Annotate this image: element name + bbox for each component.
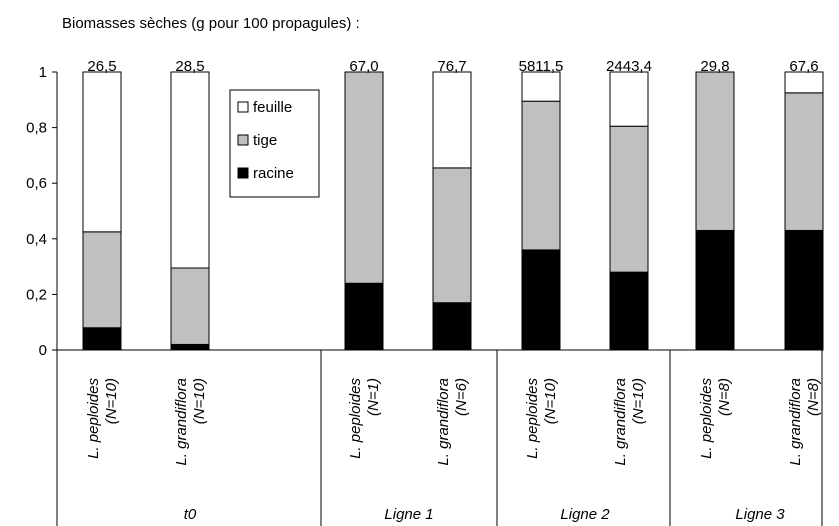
bar-total-label: 29,8 [700, 58, 729, 75]
y-tick-label: 1 [39, 64, 47, 81]
category-species-label: L. peploides [347, 378, 364, 459]
y-tick-label: 0,6 [26, 175, 47, 192]
category-n-label: (N=10) [191, 378, 208, 424]
group-label: Ligne 1 [384, 506, 433, 523]
bar-segment-tige [432, 167, 472, 304]
category-n-label: (N=10) [630, 378, 647, 424]
bar-total-label: 2443,4 [606, 58, 652, 75]
y-tick-label: 0,8 [26, 120, 47, 137]
category-species-label: L. grandiflora [173, 378, 190, 466]
category-species-label: L. grandiflora [612, 378, 629, 466]
bar-segment-tige [344, 71, 384, 284]
bar-segment-feuille [432, 71, 472, 169]
group-label: Ligne 3 [735, 506, 785, 523]
category-label: L. grandiflora (N=10) [173, 378, 208, 466]
bar-segment-feuille [170, 71, 210, 269]
bar-total-label: 67,6 [789, 58, 818, 75]
category-label: L. grandiflora (N=10) [612, 378, 647, 466]
legend-swatch [237, 101, 249, 113]
legend-swatch [237, 167, 249, 179]
y-tick-label: 0,2 [26, 286, 47, 303]
bar-segment-tige [521, 100, 561, 251]
bar-segment-feuille [521, 71, 561, 102]
legend-label: racine [253, 165, 294, 182]
legend-label: tige [253, 132, 277, 149]
bar-total-label: 76,7 [437, 58, 466, 75]
category-label: L. peploides (N=10) [524, 378, 559, 459]
bar-segment-tige [609, 125, 649, 273]
group-label: t0 [184, 506, 197, 523]
bar-segment-tige [170, 267, 210, 345]
bar-segment-feuille [784, 71, 824, 94]
bar-segment-tige [784, 92, 824, 231]
category-n-label: (N=1) [365, 378, 382, 416]
category-n-label: (N=10) [103, 378, 120, 424]
category-species-label: L. peploides [85, 378, 102, 459]
chart-title: Biomasses sèches (g pour 100 propagules)… [62, 15, 360, 32]
category-label: L. peploides (N=8) [698, 378, 733, 459]
bar-segment-racine [344, 282, 384, 351]
category-n-label: (N=8) [716, 378, 733, 416]
bar-segment-racine [784, 229, 824, 351]
bar-segment-racine [521, 249, 561, 351]
category-label: L. peploides (N=1) [347, 378, 382, 459]
y-tick-label: 0 [39, 342, 47, 359]
category-species-label: L. peploides [524, 378, 541, 459]
category-n-label: (N=6) [453, 378, 470, 416]
category-n-label: (N=10) [542, 378, 559, 424]
bar-total-label: 28,5 [175, 58, 204, 75]
bar-segment-racine [432, 302, 472, 351]
bar-segment-racine [82, 327, 122, 351]
category-label: L. peploides (N=10) [85, 378, 120, 459]
legend-label: feuille [253, 99, 292, 116]
category-species-label: L. peploides [698, 378, 715, 459]
bar-total-label: 5811,5 [519, 58, 564, 75]
bar-segment-tige [82, 231, 122, 329]
category-label: L. grandiflora (N=6) [435, 378, 470, 466]
bar-total-label: 26,5 [87, 58, 116, 75]
bar-segment-feuille [609, 71, 649, 127]
group-label: Ligne 2 [560, 506, 610, 523]
legend-swatch [237, 134, 249, 146]
category-n-label: (N=8) [805, 378, 822, 416]
bar-segment-racine [695, 229, 735, 351]
bar-total-label: 67,0 [349, 58, 378, 75]
category-label: L. grandiflora (N=8) [787, 378, 822, 466]
category-species-label: L. grandiflora [787, 378, 804, 466]
category-species-label: L. grandiflora [435, 378, 452, 466]
y-tick-label: 0,4 [26, 231, 47, 248]
bar-segment-tige [695, 71, 735, 231]
bar-segment-feuille [82, 71, 122, 233]
bar-segment-racine [609, 271, 649, 351]
bar-segment-racine [170, 343, 210, 351]
